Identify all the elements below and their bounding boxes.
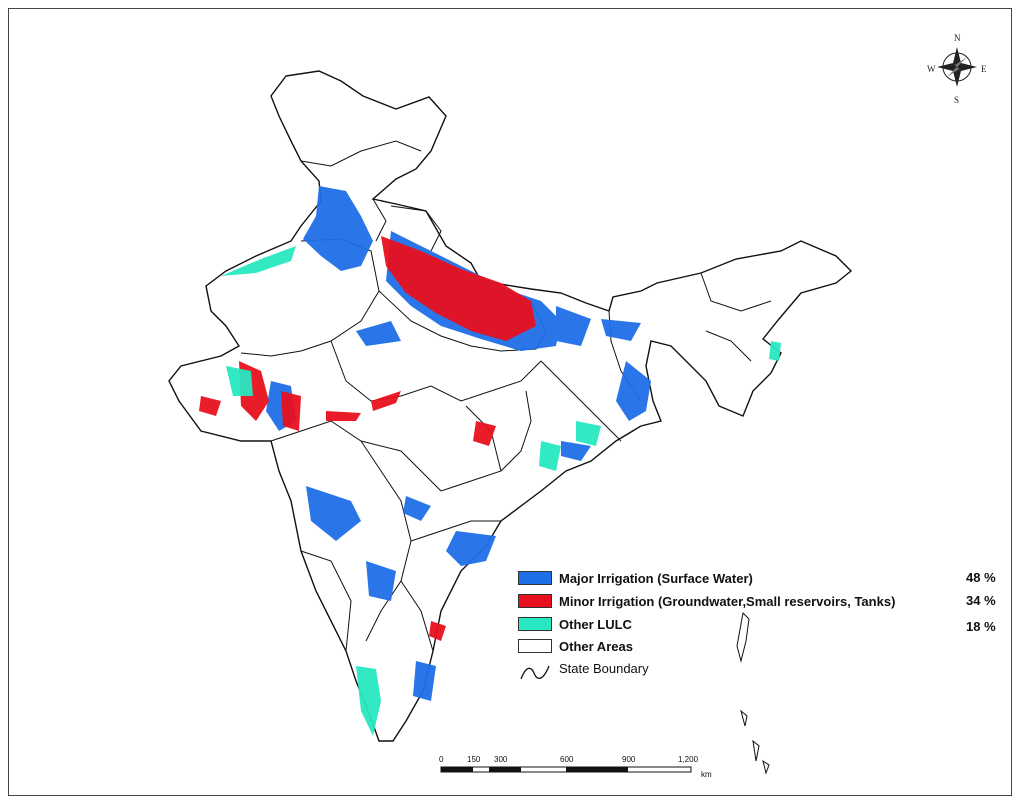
scale-tick-1200: 1,200 [678,755,699,764]
scale-tick-900: 900 [622,755,636,764]
legend-item-major: Major Irrigation (Surface Water) [518,569,753,587]
scale-tick-300: 300 [494,755,508,764]
scale-tick-150: 150 [467,755,481,764]
legend-label-other-lulc: Other LULC [559,616,632,632]
scale-unit: km [701,770,712,779]
legend-item-minor: Minor Irrigation (Groundwater,Small rese… [518,592,895,610]
legend-label-other-areas: Other Areas [559,638,633,654]
legend-label-state-boundary: State Boundary [559,660,649,676]
scale-tick-0: 0 [439,755,444,764]
legend-item-other-lulc: Other LULC [518,615,632,633]
map-frame: N S E W Major Irrigation (Surface Water)… [8,8,1012,796]
legend-percent-minor: 34 % [966,593,996,608]
scale-tick-600: 600 [560,755,574,764]
legend-label-major: Major Irrigation (Surface Water) [559,570,753,586]
legend-item-other-areas: Other Areas [518,637,633,655]
swatch-major [518,571,552,585]
compass-east: E [981,64,987,74]
compass-north: N [954,33,961,43]
legend-label-minor: Minor Irrigation (Groundwater,Small rese… [559,593,896,609]
compass-rose-icon [937,47,977,87]
other-lulc-areas [221,246,781,736]
swatch-other-lulc [518,617,552,631]
legend-percent-other-lulc: 18 % [966,619,996,634]
swatch-minor [518,594,552,608]
compass-south: S [954,95,960,105]
scale-bar [440,766,692,773]
state-boundaries [240,140,772,652]
state-boundary-symbol-icon [520,665,550,680]
legend-item-state-boundary: State Boundary [559,659,649,677]
andaman-islands [736,611,770,775]
india-irrigation-map [168,47,977,775]
compass-west: W [927,64,936,74]
legend-percent-major: 48 % [966,570,996,585]
swatch-other-areas [518,639,552,653]
